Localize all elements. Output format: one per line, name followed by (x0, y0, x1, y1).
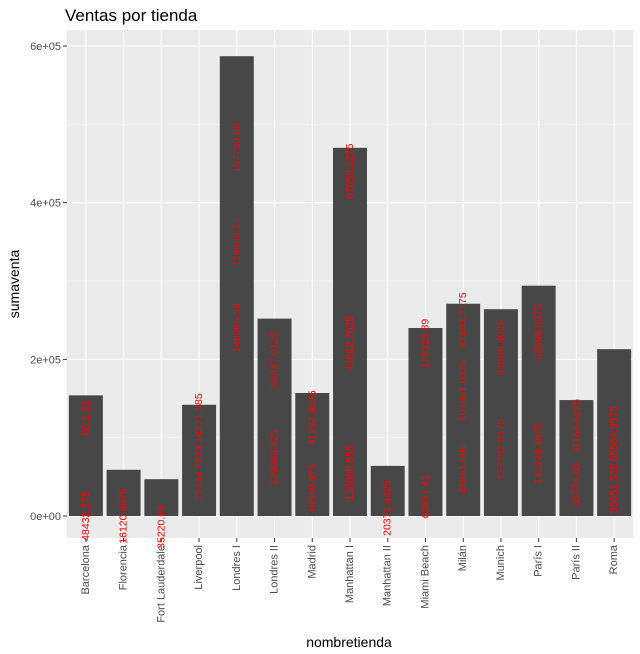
bar-label: 136866.555 (344, 445, 356, 501)
x-tick-label: Munich (495, 545, 507, 580)
chart-title: Ventas por tienda (65, 6, 198, 25)
bar-label: 14271.585 (193, 393, 205, 443)
bar-label: 16120.4875 (118, 488, 130, 544)
bar (483, 309, 518, 516)
bar-label: 61666.4025 (495, 320, 507, 376)
x-tick-label: Manhattan II (382, 545, 394, 606)
bar-label: 44662.7625 (344, 316, 356, 372)
bar-label: 173325.89 (419, 319, 431, 369)
bar (370, 465, 405, 516)
bar (144, 479, 179, 516)
bar (333, 147, 367, 517)
bar (257, 318, 292, 516)
bar-label: 80.1.22 (80, 400, 92, 435)
bar (559, 400, 594, 516)
x-tick-label: Roma (608, 544, 620, 574)
bar-label: 46540.975 (306, 464, 318, 514)
bar (106, 469, 141, 516)
y-tick-label: 4e+05 (30, 198, 61, 210)
bar-label: 118659.17 (231, 217, 243, 266)
x-tick-label: París I (533, 545, 545, 577)
bar-label: 48432.275 (80, 491, 92, 541)
bar-label: 107661.0375 (457, 360, 469, 421)
bar-label: 35220.65 (155, 505, 167, 549)
bar (408, 328, 443, 516)
bar-label: 75134.2628 (193, 445, 205, 501)
bar-label: 96651.535 (608, 464, 620, 514)
bar-label: 67658.1275 (344, 143, 356, 199)
y-tick-label: 6e+05 (30, 41, 61, 53)
y-tick-label: 2e+05 (30, 354, 61, 366)
bar-label: 11166.6225 (570, 399, 582, 453)
x-tick-label: Barcelona (80, 544, 92, 594)
bar (295, 393, 330, 516)
x-tick-label: Fort Lauderdale (155, 545, 167, 623)
x-tick-label: Madrid (306, 545, 318, 579)
x-tick-label: Milán (457, 545, 469, 571)
bar (446, 303, 481, 516)
y-axis: 0e+00 2e+05 4e+05 6e+05 (30, 41, 67, 523)
bar-label: 142229.4825 (533, 423, 545, 484)
bar-label: 63637.41 (419, 474, 431, 518)
x-tick-label: Miami Beach (419, 545, 431, 609)
bar-label: 148965.58 (231, 303, 243, 353)
bar-label: 82483.2775 (457, 292, 469, 348)
bars (68, 56, 632, 517)
bar (182, 404, 217, 516)
bar-label: 129888.425 (269, 429, 281, 485)
bar-labels: 48432.275 80.1.22 16120.4875 35220.65 75134.… (80, 123, 620, 549)
bar-label: 41232.9625 (306, 390, 318, 446)
bar-label: 20371.4425 (382, 480, 394, 536)
x-tick-label: Manhattan I (344, 545, 356, 603)
x-tick-label: Londres I (231, 545, 243, 591)
x-tick-label: Liverpool (193, 545, 205, 590)
bar (219, 56, 254, 516)
x-axis-title: nombretienda (306, 634, 392, 650)
bar-label: 35776.85 (570, 463, 582, 507)
x-tick-label: Florencia (118, 544, 130, 590)
x-tick-label: Londres II (269, 545, 281, 594)
bar-label: 48861.695 (457, 444, 469, 494)
y-axis-title: sumaventa (6, 250, 22, 319)
bar (68, 395, 103, 516)
bar-label: 68447.0125 (269, 331, 281, 387)
bar-label: 157750.69 (231, 123, 243, 173)
y-tick-label: 0e+00 (30, 511, 61, 523)
bar-label: 122192.8175 (495, 419, 507, 480)
bar-label: 63598.6575 (533, 304, 545, 360)
x-axis: Barcelona Florencia Fort Lauderdale Liverpo… (80, 538, 620, 623)
bar (521, 285, 556, 516)
bar (597, 349, 632, 516)
x-tick-label: París II (570, 545, 582, 580)
bar-label: 65564.9575 (608, 406, 620, 462)
